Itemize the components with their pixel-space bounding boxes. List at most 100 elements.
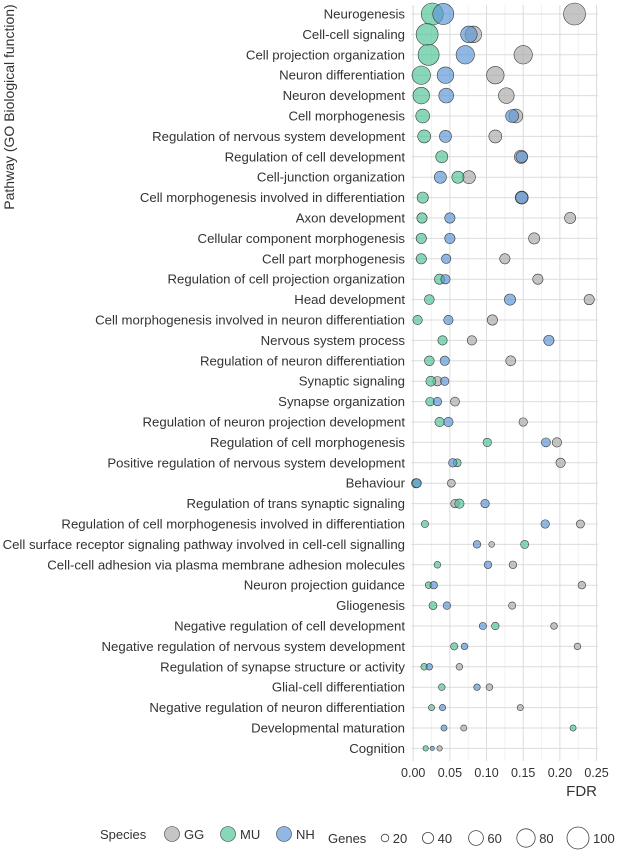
bubble-gg — [486, 66, 505, 85]
bubble-nh — [541, 437, 551, 448]
bubble-gg — [436, 745, 443, 752]
y-tick-label: Neuron differentiation — [279, 68, 405, 83]
bubble-mu — [416, 191, 429, 204]
y-tick-label: Regulation of cell development — [225, 149, 406, 164]
y-tick-label: Behaviour — [346, 476, 406, 491]
y-tick-label: Regulation of trans synaptic signaling — [187, 496, 405, 511]
bubble-gg — [508, 601, 517, 610]
bubble-nh — [460, 642, 469, 651]
y-tick-labels: Neurogenesis Cell-cell signaling Cell proj… — [3, 7, 406, 756]
legend-label-mu: MU — [240, 827, 260, 842]
bubble-mu — [569, 724, 577, 732]
bubble-mu — [482, 437, 492, 447]
bubble-gg — [513, 45, 533, 65]
legend-size-label: 40 — [438, 831, 452, 846]
bubble-gg — [550, 622, 558, 630]
y-tick-label: Glial-cell differentiation — [272, 680, 405, 695]
bubble-nh — [473, 683, 481, 691]
bubble-gg — [528, 232, 541, 245]
bubble-nh — [444, 232, 456, 244]
bubble-gg — [466, 335, 477, 346]
bubble-gg — [564, 212, 577, 224]
bubble-mu — [433, 561, 442, 569]
bubble-mu — [450, 642, 459, 651]
bubble-mu — [451, 170, 465, 184]
legend-key-mu — [220, 826, 236, 842]
legend-size-label: 20 — [393, 831, 407, 846]
y-tick-label: Neuron development — [283, 88, 406, 103]
bubble-mu — [412, 314, 423, 325]
bubble-mu — [428, 601, 438, 610]
bubble-mu — [520, 540, 530, 549]
y-tick-label: Gliogenesis — [336, 598, 405, 613]
y-tick-label: Cell surface receptor signaling pathway … — [3, 537, 405, 552]
bubble-nh — [505, 109, 520, 123]
data-points — [411, 2, 595, 752]
bubble-nh — [480, 499, 490, 509]
y-tick-label: Regulation of neuron projection developm… — [143, 415, 406, 430]
bubble-gg — [462, 170, 476, 184]
bubble-mu — [428, 704, 435, 711]
bubble-nh — [429, 581, 438, 590]
bubble-gg — [447, 478, 456, 488]
bubble-mu — [411, 65, 431, 85]
bubble-gg — [532, 273, 544, 285]
x-tick-label: 0.20 — [548, 766, 572, 780]
legend-species-keys: GG MU NH — [164, 826, 315, 842]
y-tick-label: Cell morphogenesis involved in different… — [140, 190, 405, 205]
y-tick-label: Regulation of synapse structure or activ… — [160, 659, 405, 674]
bubble-nh — [436, 66, 455, 84]
y-tick-label: Cell-junction organization — [257, 170, 405, 185]
legend-size-key — [421, 832, 434, 845]
y-tick-label: Negative regulation of nervous system de… — [102, 639, 406, 654]
x-tick-label: 0.25 — [584, 766, 608, 780]
bubble-mu — [424, 294, 435, 305]
bubble-mu — [438, 683, 446, 691]
legend-size-key — [566, 826, 590, 850]
bubble-mu — [435, 150, 449, 164]
bubble-gg — [577, 581, 586, 590]
legend-size-label: 80 — [539, 831, 553, 846]
y-tick-label: Cell morphogenesis involved in neuron di… — [95, 313, 405, 328]
bubble-mu — [417, 43, 440, 66]
bubble-nh — [425, 663, 433, 671]
y-tick-label: Cell projection organization — [246, 47, 405, 62]
bubble-mu — [415, 253, 427, 265]
bubble-mu — [454, 498, 465, 509]
bubble-nh — [443, 314, 454, 325]
bubble-nh — [443, 416, 454, 427]
bubble-nh — [412, 478, 422, 489]
bubble-mu — [415, 108, 430, 124]
legend-size-label: 60 — [487, 831, 501, 846]
bubble-nh — [460, 25, 478, 44]
bubble-gg — [516, 704, 524, 711]
bubble-gg — [485, 683, 494, 691]
bubble-nh — [448, 458, 458, 468]
bubble-gg — [488, 541, 495, 548]
bubble-gg — [563, 2, 586, 26]
y-tick-label: Cell-cell adhesion via plasma membrane a… — [47, 557, 405, 572]
bubble-mu — [415, 232, 427, 244]
y-tick-label: Synapse organization — [278, 394, 405, 409]
bubble-nh — [504, 293, 516, 306]
bubble-nh — [442, 601, 452, 610]
bubble-nh — [439, 130, 452, 143]
legend-size-key — [380, 833, 390, 843]
y-tick-label: Axon development — [296, 211, 406, 226]
y-tick-label: Cell morphogenesis — [288, 109, 405, 124]
bubble-gg — [555, 457, 566, 468]
bubble-nh — [540, 519, 550, 529]
bubble-nh — [432, 3, 455, 25]
legend-label-nh: NH — [296, 827, 315, 842]
bubble-nh — [543, 334, 555, 346]
bubble-nh — [440, 724, 448, 732]
bubble-mu — [416, 212, 428, 224]
bubble-gg — [498, 87, 515, 104]
y-tick-label: Regulation of neuron differentiation — [200, 353, 405, 368]
x-axis-title: FDR — [566, 783, 597, 800]
bubble-gg — [450, 396, 460, 407]
bubble-nh — [433, 170, 447, 184]
legend: Species Genes GG MU NH 20 40 60 80 100 — [100, 826, 615, 850]
bubble-nh — [440, 274, 451, 285]
